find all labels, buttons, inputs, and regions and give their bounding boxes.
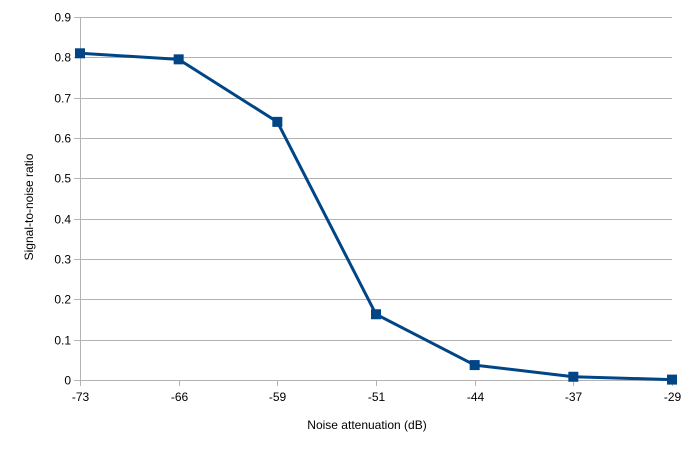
x-tick-label: -73: [72, 390, 90, 404]
y-tick-label: 0.3: [54, 253, 71, 267]
data-point-marker: [469, 360, 480, 371]
x-tick-label: -66: [171, 390, 189, 404]
data-point-marker: [371, 309, 381, 320]
y-tick-label: 0.9: [54, 11, 71, 25]
y-tick-label: 0.1: [54, 334, 71, 348]
y-tick-label: 0.7: [54, 92, 71, 106]
y-tick-label: 0.2: [54, 293, 71, 307]
data-point-marker: [173, 54, 184, 65]
y-tick-label: 0.4: [54, 213, 71, 227]
y-tick-label: 0.5: [54, 172, 71, 186]
data-point-marker: [272, 116, 283, 127]
series-layer: [75, 48, 677, 385]
x-tick-label: -29: [664, 390, 682, 404]
grid-lines: [74, 17, 672, 381]
x-axis-title: Noise attenuation (dB): [307, 418, 426, 432]
x-tick-label: -44: [467, 390, 485, 404]
x-tick-label: -37: [565, 390, 583, 404]
data-point-marker: [667, 374, 677, 385]
y-tick-label: 0.6: [54, 132, 71, 146]
y-axis-title: Signal-to-noise ratio: [22, 153, 36, 260]
data-point-marker: [568, 371, 579, 382]
x-axis-tick-labels: -73 -66 -59 -51 -44 -37 -29: [72, 390, 682, 404]
y-tick-label: 0.8: [54, 51, 71, 65]
y-axis-tick-labels: 0 0.1 0.2 0.3 0.4 0.5 0.6 0.7 0.8 0.9: [54, 11, 71, 388]
x-tick-label: -59: [269, 390, 287, 404]
x-tick-label: -51: [368, 390, 386, 404]
data-point-marker: [75, 48, 85, 59]
y-tick-label: 0: [64, 374, 71, 388]
series-line: [79, 51, 673, 382]
